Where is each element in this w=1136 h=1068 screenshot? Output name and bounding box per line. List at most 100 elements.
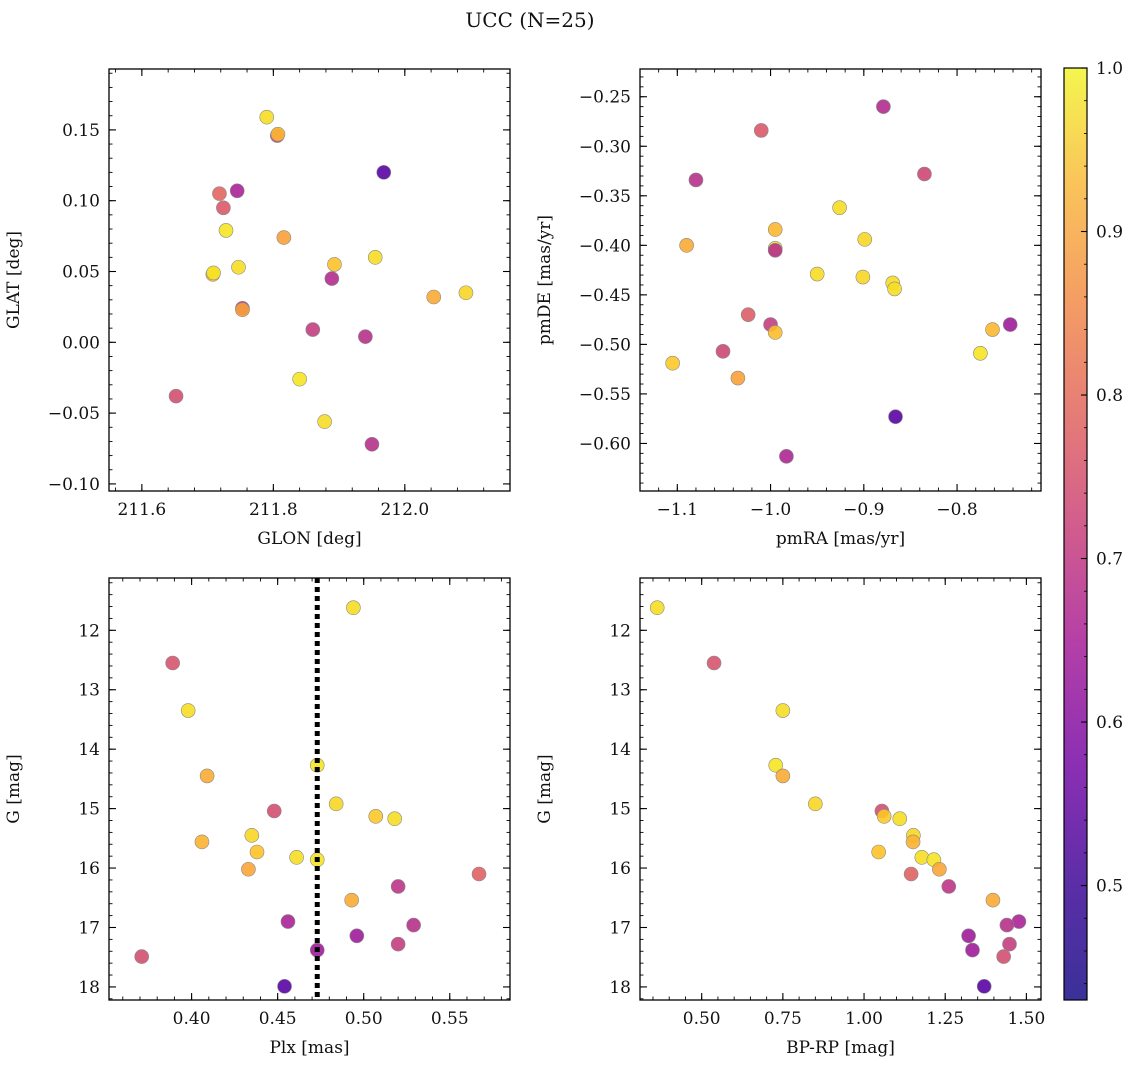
pmra-pmde-panel: −1.1 −1.0 −0.9 −0.8 −0.60 −0.55 −0.50 −0.45 −0.4…: [535, 68, 1042, 549]
data-point: [876, 809, 892, 824]
data-point: [888, 409, 903, 425]
y-tick-label: 0.10: [62, 192, 100, 212]
data-point: [364, 436, 380, 452]
data-point: [932, 861, 947, 877]
data-point: [289, 850, 304, 865]
data-point: [328, 796, 344, 812]
data-point: [679, 238, 694, 253]
x-tick-label: 211.6: [118, 500, 167, 520]
y-axis-label: GLAT [deg]: [4, 231, 24, 329]
x-axis-label: BP-RP [mag]: [786, 1038, 895, 1058]
x-tick-label: 212.0: [380, 500, 429, 520]
colorbar-tick-label: 1.0: [1096, 59, 1123, 79]
data-point: [244, 828, 260, 843]
data-point: [376, 165, 392, 180]
y-tick-label: −0.50: [579, 335, 631, 355]
x-tick-label: −0.9: [843, 500, 884, 520]
y-tick-label: −0.55: [579, 385, 631, 405]
data-point: [730, 370, 746, 386]
data-point: [775, 703, 791, 718]
x-tick-label: −1.0: [750, 500, 791, 520]
data-point: [235, 302, 250, 318]
x-tick-label: −0.8: [936, 500, 977, 520]
y-tick-label: −0.35: [579, 187, 631, 207]
data-point: [276, 230, 292, 245]
data-point: [134, 949, 149, 964]
data-point: [406, 917, 421, 933]
data-point: [317, 414, 332, 429]
data-point: [985, 892, 1001, 908]
data-point: [277, 979, 292, 994]
data-point: [266, 803, 282, 819]
data-point: [767, 222, 783, 237]
data-point: [665, 355, 680, 371]
data-point: [973, 346, 988, 361]
x-tick-label: 1.50: [1007, 1009, 1045, 1029]
data-point: [892, 811, 908, 827]
colorbar-tick-label: 0.5: [1096, 877, 1123, 897]
data-point: [471, 866, 487, 882]
y-tick-label: −0.30: [579, 137, 631, 157]
data-point: [165, 655, 180, 671]
data-point: [767, 325, 783, 340]
data-point: [199, 768, 215, 784]
y-tick-label: 14: [609, 740, 631, 760]
data-point: [917, 166, 932, 182]
y-axis-label: G [mag]: [535, 754, 555, 823]
data-point: [194, 834, 210, 850]
data-point: [775, 768, 791, 784]
data-point: [768, 757, 784, 773]
data-point: [914, 850, 930, 865]
y-tick-label: 14: [78, 740, 100, 760]
data-point: [368, 809, 384, 824]
data-point: [390, 879, 406, 894]
data-point: [857, 232, 873, 247]
x-tick-label: 0.55: [431, 1009, 469, 1029]
data-point: [809, 266, 825, 282]
data-point: [855, 269, 871, 285]
y-tick-label: 16: [78, 859, 100, 879]
data-point: [871, 844, 886, 860]
data-point: [985, 322, 1000, 337]
data-point: [390, 936, 406, 952]
x-tick-label: 0.50: [345, 1009, 383, 1029]
data-point: [753, 123, 769, 138]
glon-glat-panel: 211.6 211.8 212.0 −0.10 −0.05 0.00 0.05 0.10 0.1…: [4, 68, 511, 549]
x-tick-label: 1.00: [845, 1009, 883, 1029]
data-point: [961, 928, 976, 944]
y-tick-label: 0.00: [62, 333, 100, 353]
plx-g-panel: 0.40 0.45 0.50 0.55 12 13 14 15 16 17 18 Plx [mas] G…: [4, 577, 511, 1058]
y-tick-label: −0.40: [579, 236, 631, 256]
data-point: [367, 250, 383, 265]
x-tick-label: 1.25: [926, 1009, 964, 1029]
data-point: [344, 892, 359, 908]
data-point: [387, 811, 402, 827]
colorbar-tick-label: 0.7: [1096, 550, 1123, 570]
data-point: [305, 322, 321, 337]
data-point: [767, 242, 783, 258]
x-axis-label: GLON [deg]: [257, 529, 361, 549]
x-tick-label: −1.1: [657, 500, 698, 520]
y-tick-label: 17: [609, 918, 631, 938]
y-tick-label: −0.60: [579, 434, 631, 454]
data-point: [706, 655, 722, 671]
y-tick-label: 12: [609, 621, 631, 641]
data-point: [180, 703, 196, 718]
x-tick-label: 0.75: [764, 1009, 802, 1029]
data-point: [1002, 317, 1018, 332]
y-tick-label: 13: [78, 681, 100, 701]
y-tick-label: 12: [78, 621, 100, 641]
y-axis-label: pmDE [mas/yr]: [535, 215, 555, 345]
data-point: [229, 183, 245, 199]
y-tick-label: 17: [78, 918, 100, 938]
data-point: [349, 928, 365, 944]
data-point: [231, 259, 246, 275]
y-axis-label: G [mag]: [4, 754, 24, 823]
data-point: [965, 942, 980, 958]
y-tick-label: −0.05: [48, 404, 100, 424]
data-point: [808, 796, 823, 812]
colorbar-tick-label: 0.6: [1096, 713, 1123, 733]
x-axis-label: pmRA [mas/yr]: [776, 529, 905, 549]
y-tick-label: 13: [609, 681, 631, 701]
